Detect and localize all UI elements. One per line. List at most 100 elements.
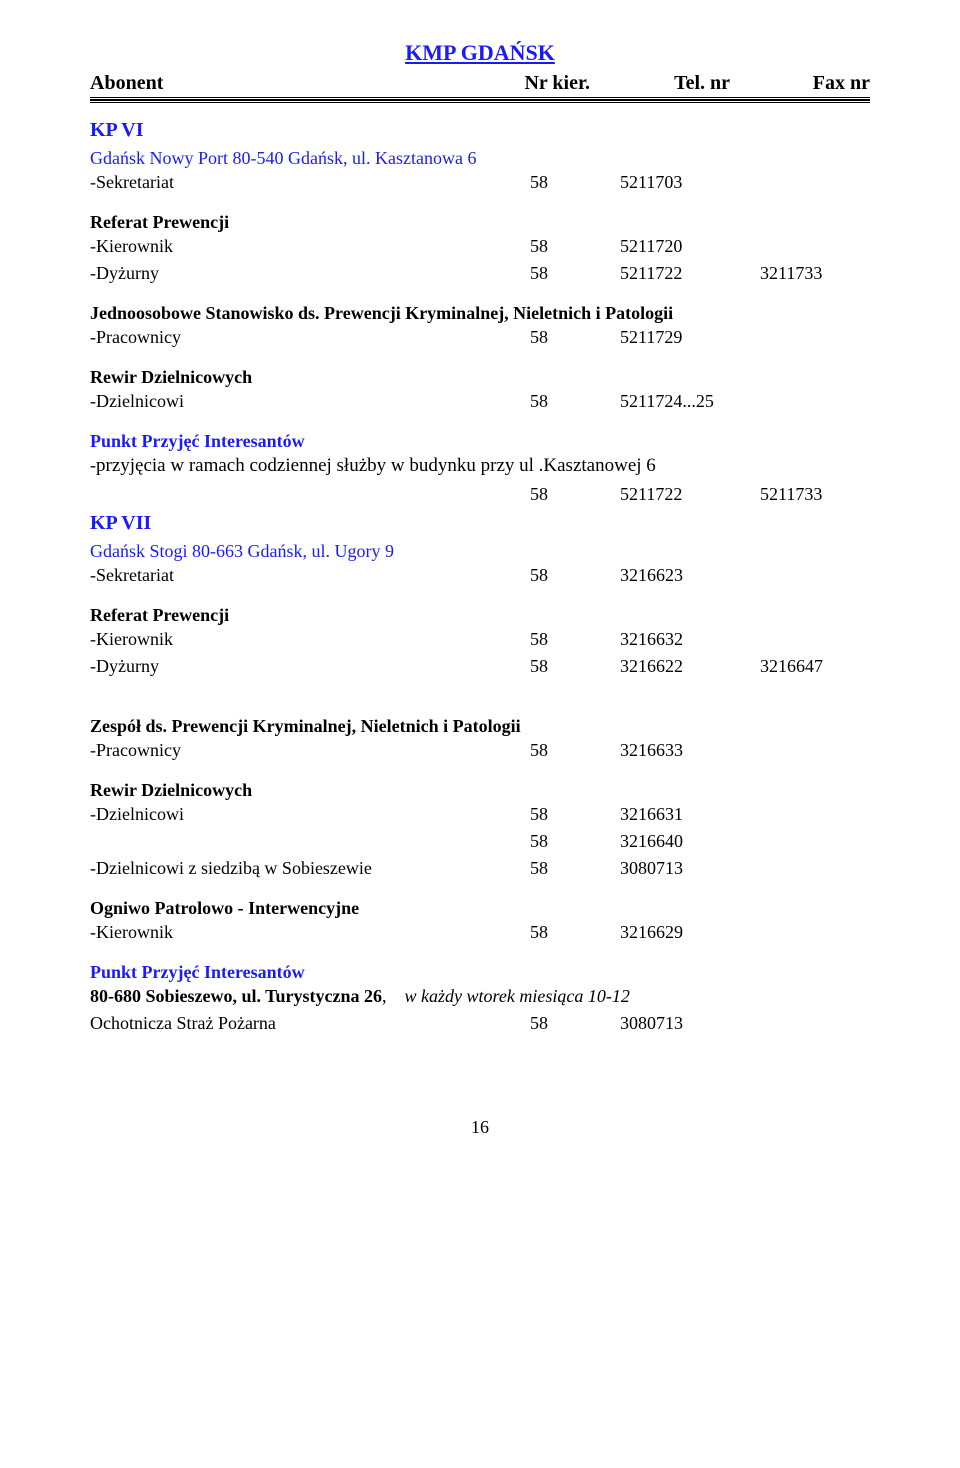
row-fax: 3211733 (730, 260, 870, 287)
row-kier: 58 (500, 626, 590, 653)
row-kier: 58 (500, 260, 590, 287)
row-kier: 58 (500, 801, 590, 828)
kp6-address: Gdańsk Nowy Port 80-540 Gdańsk, ul. Kasz… (90, 148, 870, 169)
row-label: -Sekretariat (90, 169, 500, 196)
row-fax (730, 855, 870, 882)
kp7-title: KP VII (90, 512, 870, 535)
kp6-title: KP VI (90, 119, 870, 142)
row-tel: 3216622 (590, 653, 730, 680)
row-label (90, 481, 500, 508)
punkt-text: przyjęcia w ramach codziennej służby w b… (96, 455, 656, 476)
row-kier: 58 (500, 919, 590, 946)
col-nrkier: Nr kier. (500, 72, 590, 95)
row-fax (730, 169, 870, 196)
row-fax (730, 388, 870, 415)
row-tel: 3080713 (590, 855, 730, 882)
table-header: Abonent Nr kier. Tel. nr Fax nr (90, 72, 870, 95)
kp7-punkt-address: 80-680 Sobieszewo, ul. Turystyczna 26, w… (90, 983, 870, 1010)
row-tel: 5211724...25 (590, 388, 730, 415)
row-kier: 58 (500, 1010, 590, 1037)
kp7-punkt-header: Punkt Przyjęć Interesantów (90, 962, 870, 983)
row-kier: 58 (500, 481, 590, 508)
punkt-address-note: w każdy wtorek miesiąca 10-12 (405, 986, 630, 1006)
row-tel: 5211722 (590, 260, 730, 287)
kp7-ogniwo-kierownik: -Kierownik 58 3216629 (90, 919, 870, 946)
kp7-rewir-header: Rewir Dzielnicowych (90, 780, 870, 801)
row-tel: 5211703 (590, 169, 730, 196)
row-label (90, 828, 500, 855)
row-tel: 3216640 (590, 828, 730, 855)
row-fax (730, 801, 870, 828)
kp7-dzielnicowi-sob: -Dzielnicowi z siedzibą w Sobieszewie 58… (90, 855, 870, 882)
kp7-sekretariat: -Sekretariat 58 3216623 (90, 562, 870, 589)
header-divider (90, 97, 870, 103)
kp7-dzielnicowi-2: 58 3216640 (90, 828, 870, 855)
row-tel: 5211729 (590, 324, 730, 351)
row-kier: 58 (500, 169, 590, 196)
kp6-jedno-header: Jednoosobowe Stanowisko ds. Prewencji Kr… (90, 303, 870, 324)
row-fax (730, 737, 870, 764)
kp6-punkt-desc: -przyjęcia w ramach codziennej służby w … (90, 452, 870, 481)
row-fax: 3216647 (730, 653, 870, 680)
row-label: Ochotnicza Straż Pożarna (90, 1010, 500, 1037)
row-label: -Pracownicy (90, 324, 500, 351)
kp6-referat-header: Referat Prewencji (90, 212, 870, 233)
row-label: -Kierownik (90, 919, 500, 946)
kp7-kierownik: -Kierownik 58 3216632 (90, 626, 870, 653)
row-kier: 58 (500, 324, 590, 351)
kp6-punkt-header: Punkt Przyjęć Interesantów (90, 431, 870, 452)
kp7-zespol-header: Zespół ds. Prewencji Kryminalnej, Nielet… (90, 716, 870, 737)
kp7-ogniwo-header: Ogniwo Patrolowo - Interwencyjne (90, 898, 870, 919)
kp6-punkt-row: 58 5211722 5211733 (90, 481, 870, 508)
row-fax: 5211733 (730, 481, 870, 508)
kp7-pracownicy: -Pracownicy 58 3216633 (90, 737, 870, 764)
col-abonent: Abonent (90, 72, 500, 95)
row-kier: 58 (500, 233, 590, 260)
row-kier: 58 (500, 855, 590, 882)
row-label: -Dzielnicowi (90, 801, 500, 828)
kp6-sekretariat: -Sekretariat 58 5211703 (90, 169, 870, 196)
row-fax (730, 562, 870, 589)
main-title: KMP GDAŃSK (90, 40, 870, 66)
kp7-referat-header: Referat Prewencji (90, 605, 870, 626)
kp6-dzielnicowi: -Dzielnicowi 58 5211724...25 (90, 388, 870, 415)
row-kier: 58 (500, 828, 590, 855)
col-telnr: Tel. nr (590, 72, 730, 95)
row-fax (730, 324, 870, 351)
row-fax (730, 626, 870, 653)
row-fax (730, 828, 870, 855)
row-fax (730, 233, 870, 260)
row-tel: 3216633 (590, 737, 730, 764)
kp7-dyzurny: -Dyżurny 58 3216622 3216647 (90, 653, 870, 680)
punkt-address-comma: , (382, 986, 387, 1006)
kp6-pracownicy: -Pracownicy 58 5211729 (90, 324, 870, 351)
row-label: -Dyżurny (90, 260, 500, 287)
row-fax (730, 919, 870, 946)
page-number: 16 (90, 1117, 870, 1138)
row-tel: 3216632 (590, 626, 730, 653)
row-tel: 3216629 (590, 919, 730, 946)
row-label: -Kierownik (90, 626, 500, 653)
kp6-rewir-header: Rewir Dzielnicowych (90, 367, 870, 388)
row-kier: 58 (500, 562, 590, 589)
kp6-kierownik: -Kierownik 58 5211720 (90, 233, 870, 260)
row-label: -Sekretariat (90, 562, 500, 589)
row-label: -Pracownicy (90, 737, 500, 764)
row-kier: 58 (500, 653, 590, 680)
row-tel: 5211722 (590, 481, 730, 508)
row-tel: 3216631 (590, 801, 730, 828)
row-kier: 58 (500, 737, 590, 764)
row-fax (730, 1010, 870, 1037)
row-label: -Dyżurny (90, 653, 500, 680)
col-faxnr: Fax nr (730, 72, 870, 95)
row-tel: 3216623 (590, 562, 730, 589)
punkt-address-bold: 80-680 Sobieszewo, ul. Turystyczna 26 (90, 986, 382, 1006)
kp7-dzielnicowi-1: -Dzielnicowi 58 3216631 (90, 801, 870, 828)
row-label: -Kierownik (90, 233, 500, 260)
row-kier: 58 (500, 388, 590, 415)
kp7-address: Gdańsk Stogi 80-663 Gdańsk, ul. Ugory 9 (90, 541, 870, 562)
row-label: -Dzielnicowi z siedzibą w Sobieszewie (90, 855, 500, 882)
kp6-dyzurny: -Dyżurny 58 5211722 3211733 (90, 260, 870, 287)
row-label: -Dzielnicowi (90, 388, 500, 415)
row-tel: 5211720 (590, 233, 730, 260)
